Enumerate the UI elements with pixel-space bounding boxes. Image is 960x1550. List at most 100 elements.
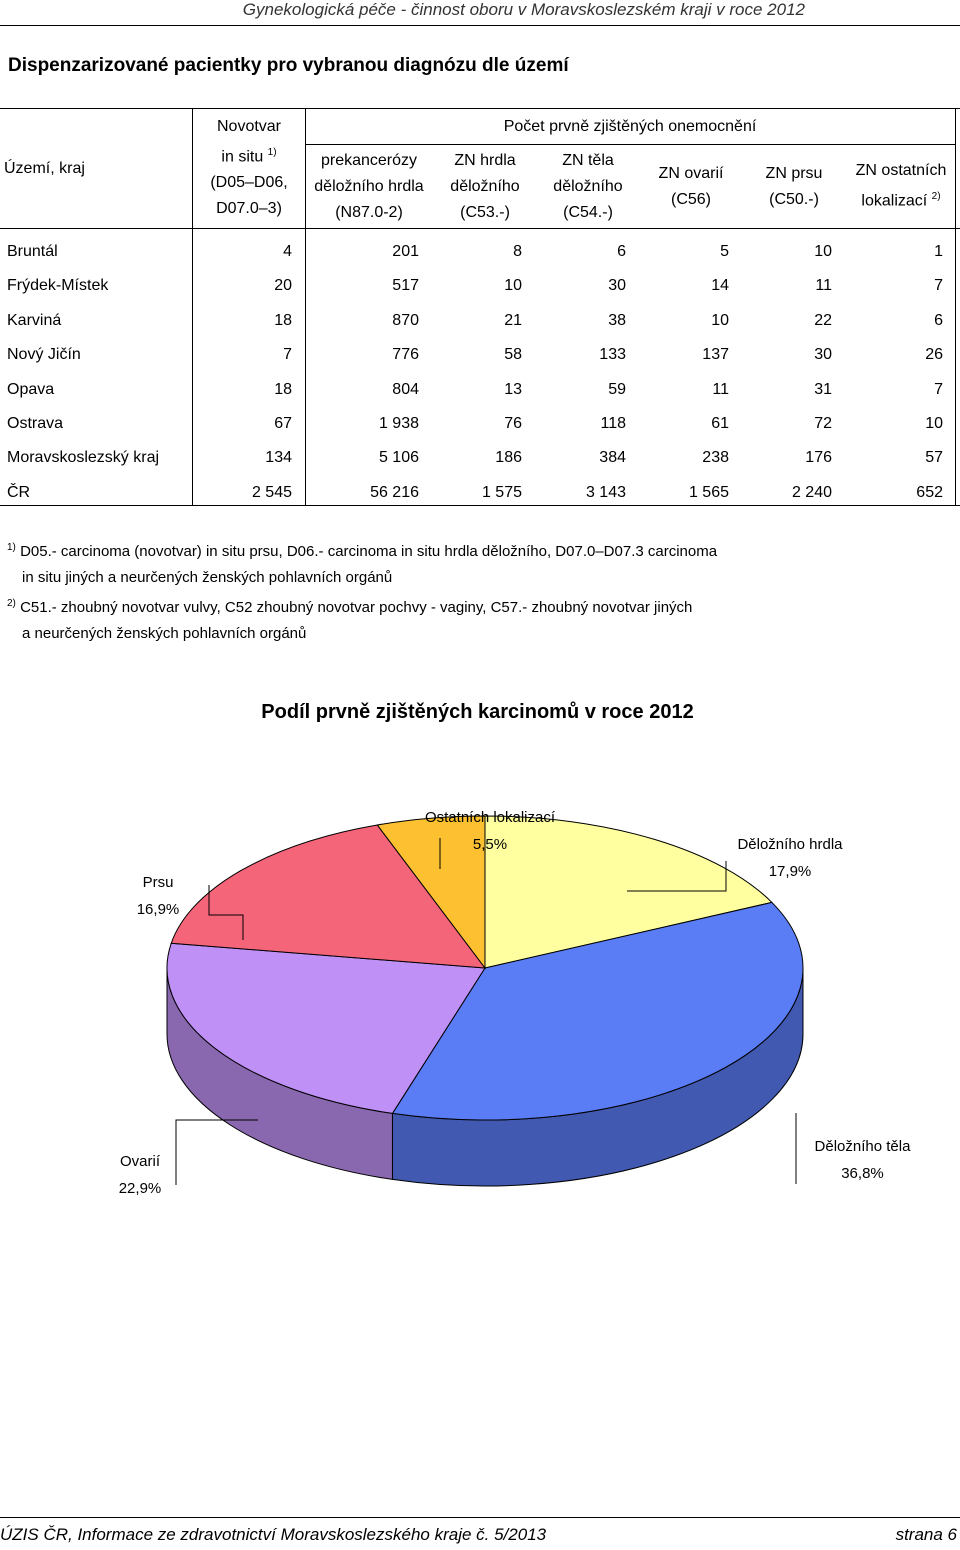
row-value: 2 545 [251,483,292,501]
col-ostatnich-header: ZN ostatních lokalizací 2) [855,162,947,210]
footnote-1-cont: in situ jiných a neurčených ženských poh… [22,569,393,586]
row-value: 1 938 [378,415,419,432]
col-rule-right [955,108,956,505]
row-value: 22 [814,311,832,329]
row-value: 10 [711,311,729,329]
row-value: 20 [274,277,292,295]
pie-label-name: Děložního těla [814,1138,911,1155]
col-hrdla-header: ZN hrdla děložního (C53.-) [450,152,520,221]
footnote-2-cont: a neurčených ženských pohlavních orgánů [22,625,307,642]
pie-slice [166,942,486,1114]
row-value: 5 106 [378,449,419,467]
col-region-header: Území, kraj [4,160,85,177]
pie-chart [166,815,804,1187]
row-value: 76 [504,415,522,432]
table-row: Bruntál 4 201 8 6 5 10 1 [0,235,960,269]
row-value: 21 [504,311,522,329]
row-value: 517 [392,277,419,295]
row-value: 57 [925,449,943,467]
pie-label-value: 36,8% [841,1165,884,1182]
row-value: 137 [702,346,729,364]
col-ovarii-header: ZN ovarií (C56) [658,165,724,208]
table-row: Frýdek-Místek 20 517 10 30 14 11 7 [0,269,960,303]
row-value: 134 [265,449,292,467]
pie-slice [376,815,486,970]
row-value: 26 [925,346,943,364]
pie-slice [484,815,773,969]
row-value: 58 [504,346,522,364]
col-novotvar-header: Novotvar in situ 1) (D05–D06, D07.0–3) [210,118,288,218]
chart-title: Podíl prvně zjištěných karcinomů v roce … [261,701,694,723]
pie-label-name: Ovarií [119,1153,160,1170]
row-value: 4 [283,243,292,260]
row-value: 14 [711,277,729,295]
footer-rule [0,1517,960,1518]
table-row: Karviná 18 870 21 38 10 22 6 [0,304,960,338]
pie-label-value: 5,5% [472,836,508,853]
row-value: 804 [392,380,419,398]
pie-label: Děložního těla 36,8% [775,1133,950,1187]
row-region-name: Karviná [7,311,62,329]
row-value: 3 143 [585,483,626,501]
row-region-name: Frýdek-Místek [7,277,109,295]
section-title: Dispenzarizované pacientky pro vybranou … [8,55,569,76]
row-value: 118 [600,415,626,432]
pie-slice [391,901,804,1121]
header-rule [0,25,960,26]
row-value: 238 [702,449,729,467]
row-value: 7 [934,277,943,295]
row-value: 30 [814,346,832,364]
row-value: 38 [608,311,626,329]
row-value: 652 [916,483,943,501]
row-value: 870 [392,311,419,329]
row-value: 30 [608,277,626,295]
row-value: 5 [720,243,729,260]
row-value: 133 [599,346,626,364]
row-value: 7 [283,346,292,364]
pie-leader-line [627,861,727,892]
pie-slices [166,815,804,1121]
pie-leader-lines [175,838,797,1185]
row-value: 10 [814,243,832,260]
row-region-name: Bruntál [7,243,58,260]
row-region-name: Moravskoslezský kraj [7,449,160,467]
row-value: 6 [617,243,626,260]
row-value: 384 [599,449,626,467]
row-value: 776 [392,346,419,364]
row-value: 176 [805,449,832,467]
col-prsu-header: ZN prsu (C50.-) [765,165,823,208]
pie-label-value: 22,9% [118,1180,162,1197]
table-row: Nový Jičín 7 776 58 133 137 30 26 [0,338,960,372]
row-value: 31 [814,380,832,398]
table-bottom-rule [0,505,960,506]
row-value: 186 [495,449,522,467]
footnotes: 1) D05.- carcinoma (novotvar) in situ pr… [7,535,717,647]
row-value: 61 [711,415,729,432]
row-value: 11 [712,380,729,398]
row-value: 59 [608,380,626,398]
row-value: 1 [934,243,943,260]
row-value: 10 [925,415,943,432]
pie-label-name: Prsu [142,874,174,891]
row-value: 56 216 [370,483,419,501]
footer-page-number: strana 6 [895,1525,957,1544]
row-value: 2 240 [791,483,832,501]
pie-label-name: Děložního hrdla [737,836,843,853]
table-row: ČR 2 545 56 216 1 575 3 143 1 565 2 240 652 [0,476,960,510]
table-header-rule [0,228,960,229]
row-value: 18 [274,380,292,398]
table-row: Moravskoslezský kraj 134 5 106 186 384 238 176… [0,441,960,475]
group-header-rule [305,144,955,145]
row-value: 1 565 [688,483,729,501]
row-value: 13 [504,380,522,398]
col-rule-1 [192,108,193,505]
row-region-name: Nový Jičín [7,346,81,364]
pie-label: Ostatních lokalizací 5,5% [390,804,590,858]
pie-label-value: 17,9% [768,863,812,880]
col-tela-header: ZN těla děložního (C54.-) [553,152,623,221]
pie-label: Děložního hrdla 17,9% [700,831,880,885]
group-header: Počet prvně zjištěných onemocnění [503,118,757,135]
row-value: 10 [504,277,522,295]
row-value: 18 [274,311,292,329]
row-region-name: Opava [7,380,55,398]
